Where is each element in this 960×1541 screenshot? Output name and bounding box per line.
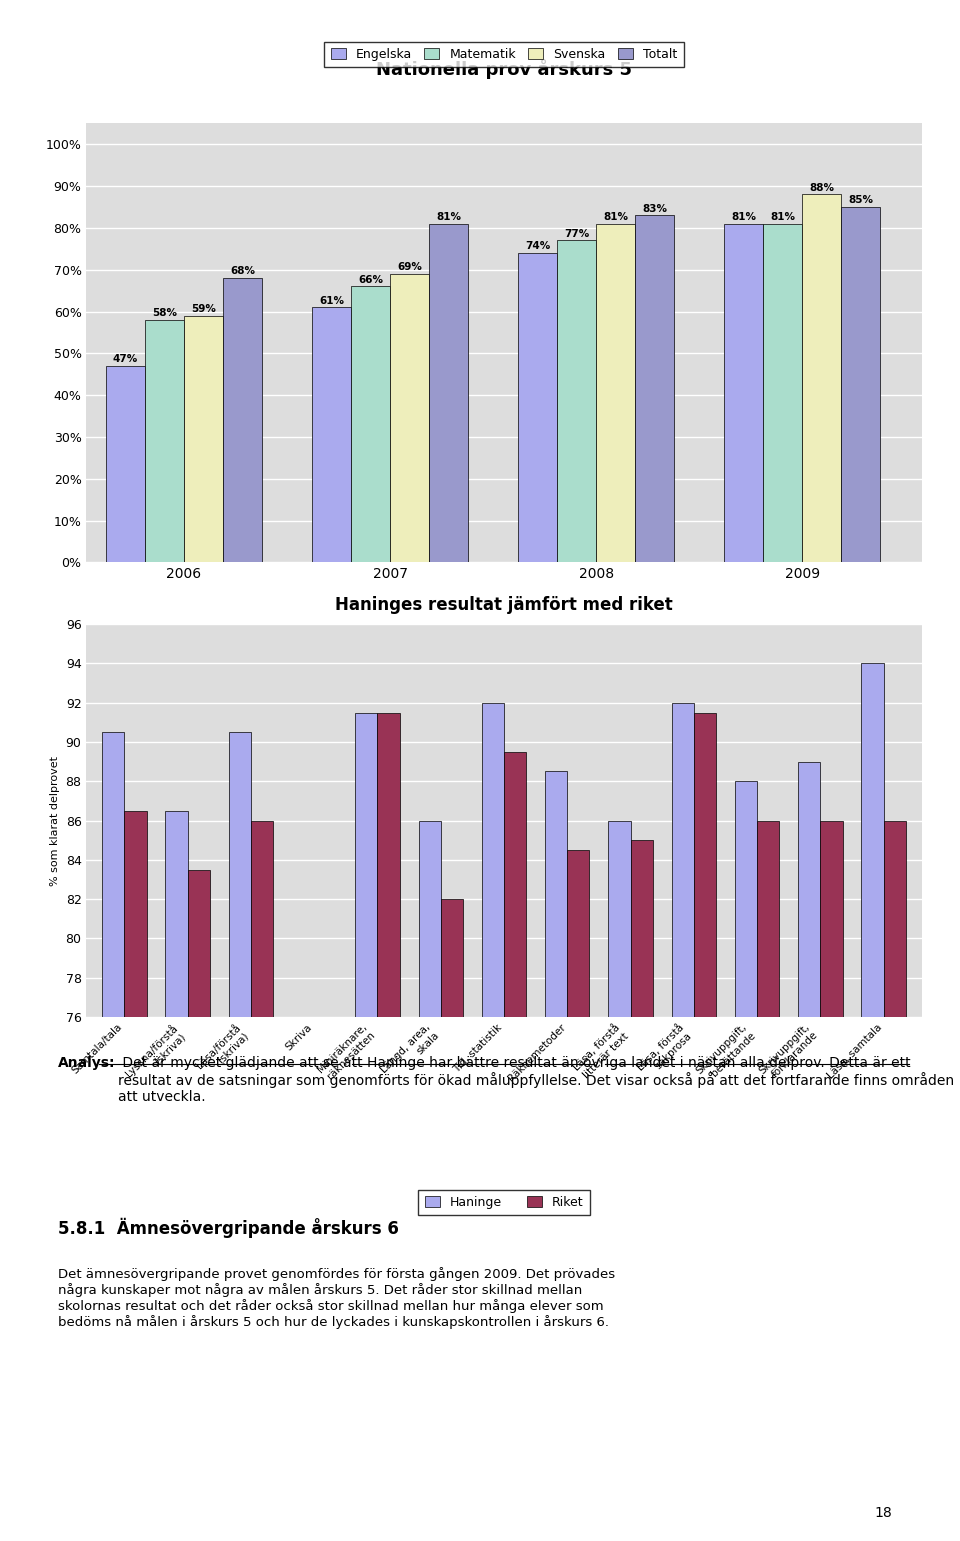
Bar: [312, 307, 351, 562]
Bar: [861, 663, 883, 1541]
Text: 83%: 83%: [642, 203, 667, 214]
Text: 74%: 74%: [525, 242, 550, 251]
Text: 85%: 85%: [849, 196, 874, 205]
Bar: [557, 240, 596, 562]
Text: 47%: 47%: [113, 354, 138, 364]
Text: 81%: 81%: [603, 213, 628, 222]
Bar: [184, 316, 223, 562]
Text: 77%: 77%: [564, 228, 589, 239]
Text: 68%: 68%: [230, 267, 255, 276]
Text: 58%: 58%: [152, 308, 177, 317]
Bar: [441, 898, 463, 1541]
Bar: [694, 712, 716, 1541]
Text: 81%: 81%: [732, 213, 756, 222]
Bar: [419, 820, 441, 1541]
Bar: [567, 851, 589, 1541]
Bar: [883, 820, 906, 1541]
Title: Haninges resultat jämfört med riket: Haninges resultat jämfört med riket: [335, 596, 673, 615]
Bar: [145, 321, 184, 562]
Bar: [351, 287, 390, 562]
Bar: [821, 820, 843, 1541]
Bar: [223, 277, 262, 562]
Bar: [763, 223, 803, 562]
Bar: [377, 712, 399, 1541]
Text: 5.8.1  Ämnesövergripande årskurs 6: 5.8.1 Ämnesövergripande årskurs 6: [58, 1217, 398, 1237]
Bar: [596, 223, 636, 562]
Text: 59%: 59%: [191, 304, 216, 314]
Bar: [545, 772, 567, 1541]
Bar: [106, 365, 145, 562]
Bar: [125, 811, 147, 1541]
Y-axis label: % som klarat delprovet: % som klarat delprovet: [50, 755, 60, 886]
Bar: [735, 781, 757, 1541]
Text: 88%: 88%: [809, 183, 834, 193]
Text: 66%: 66%: [358, 274, 383, 285]
Bar: [102, 732, 125, 1541]
Bar: [390, 274, 429, 562]
Bar: [631, 840, 653, 1541]
Bar: [636, 216, 674, 562]
Bar: [355, 712, 377, 1541]
Text: Det ämnesövergripande provet genomfördes för första gången 2009. Det prövades
nå: Det ämnesövergripande provet genomfördes…: [58, 1267, 614, 1328]
Bar: [841, 206, 880, 562]
Bar: [518, 253, 557, 562]
Text: 69%: 69%: [397, 262, 422, 273]
Bar: [228, 732, 251, 1541]
Bar: [803, 194, 841, 562]
Text: 81%: 81%: [770, 213, 795, 222]
Bar: [609, 820, 631, 1541]
Bar: [504, 752, 526, 1541]
Bar: [798, 761, 821, 1541]
Text: 81%: 81%: [436, 213, 461, 222]
Bar: [429, 223, 468, 562]
Bar: [251, 820, 273, 1541]
Text: 18: 18: [875, 1506, 892, 1521]
Title: Nationella prov årskurs 5: Nationella prov årskurs 5: [376, 59, 632, 79]
Bar: [724, 223, 763, 562]
Legend: Haninge, Riket: Haninge, Riket: [419, 1190, 589, 1216]
Text: Analys:: Analys:: [58, 1056, 115, 1069]
Bar: [165, 811, 187, 1541]
Bar: [672, 703, 694, 1541]
Bar: [757, 820, 780, 1541]
Legend: Engelska, Matematik, Svenska, Totalt: Engelska, Matematik, Svenska, Totalt: [324, 42, 684, 68]
Bar: [482, 703, 504, 1541]
Text: 61%: 61%: [319, 296, 344, 305]
Text: Det är mycket glädjande att se att Haninge har bättre resultat än övriga landet : Det är mycket glädjande att se att Hanin…: [118, 1056, 954, 1105]
Bar: [187, 869, 210, 1541]
